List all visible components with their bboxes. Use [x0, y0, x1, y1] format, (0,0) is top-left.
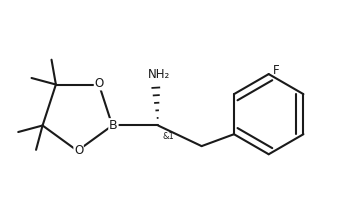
Text: F: F [273, 64, 280, 77]
Text: &1: &1 [163, 132, 174, 141]
Text: O: O [94, 77, 103, 90]
Text: B: B [109, 119, 118, 132]
Text: NH₂: NH₂ [148, 68, 170, 81]
Text: O: O [74, 144, 83, 157]
